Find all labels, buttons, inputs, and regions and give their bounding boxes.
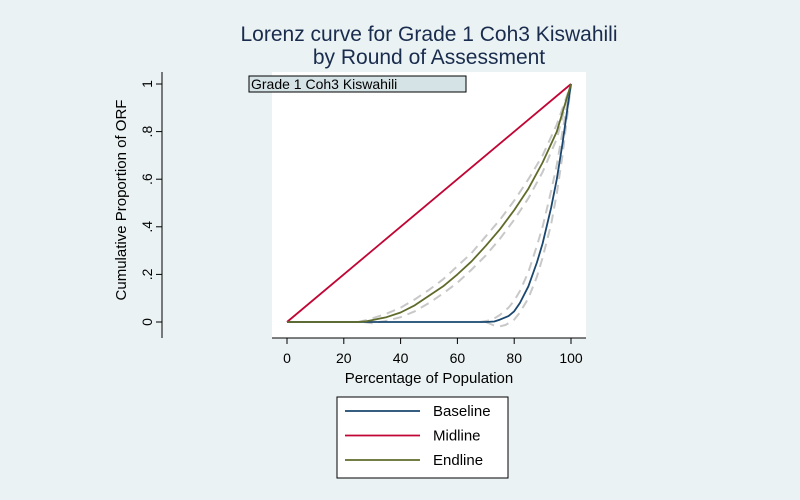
baseline-ci-lower-line — [485, 83, 572, 328]
y-axis-label: Cumulative Proportion of ORF — [113, 100, 130, 301]
y-tick-label: .8 — [139, 126, 155, 138]
endline-series-line — [287, 83, 572, 323]
y-tick-label: .2 — [139, 268, 155, 280]
y-tick-label: .6 — [139, 173, 155, 185]
x-axis-label: Percentage of Population — [345, 370, 513, 387]
subtitle-box-label: Grade 1 Coh3 Kiswahili — [251, 76, 397, 92]
baseline-ci-upper-line — [479, 83, 572, 323]
midline-series-line — [286, 83, 572, 323]
chart-title-line-1: Lorenz curve for Grade 1 Coh3 Kiswahili — [240, 23, 617, 46]
x-tick-label: 40 — [393, 350, 409, 366]
chart-title-line-2: by Round of Assessment — [313, 46, 545, 69]
legend-label-midline: Midline — [433, 428, 481, 445]
endline-ci-lower-line — [363, 83, 572, 325]
subtitle-box — [248, 75, 467, 93]
x-tick-label: 60 — [450, 350, 466, 366]
x-tick-label: 80 — [506, 350, 522, 366]
y-tick-label: .4 — [139, 221, 155, 233]
x-tick-label: 100 — [559, 350, 583, 366]
legend-label-endline: Endline — [433, 452, 483, 469]
x-tick-label: 0 — [283, 350, 291, 366]
x-tick-label: 20 — [336, 350, 352, 366]
y-tick-label: 0 — [139, 318, 155, 326]
baseline-series-line — [287, 83, 572, 323]
legend-label-baseline: Baseline — [433, 403, 491, 420]
y-tick-label: 1 — [139, 80, 155, 88]
